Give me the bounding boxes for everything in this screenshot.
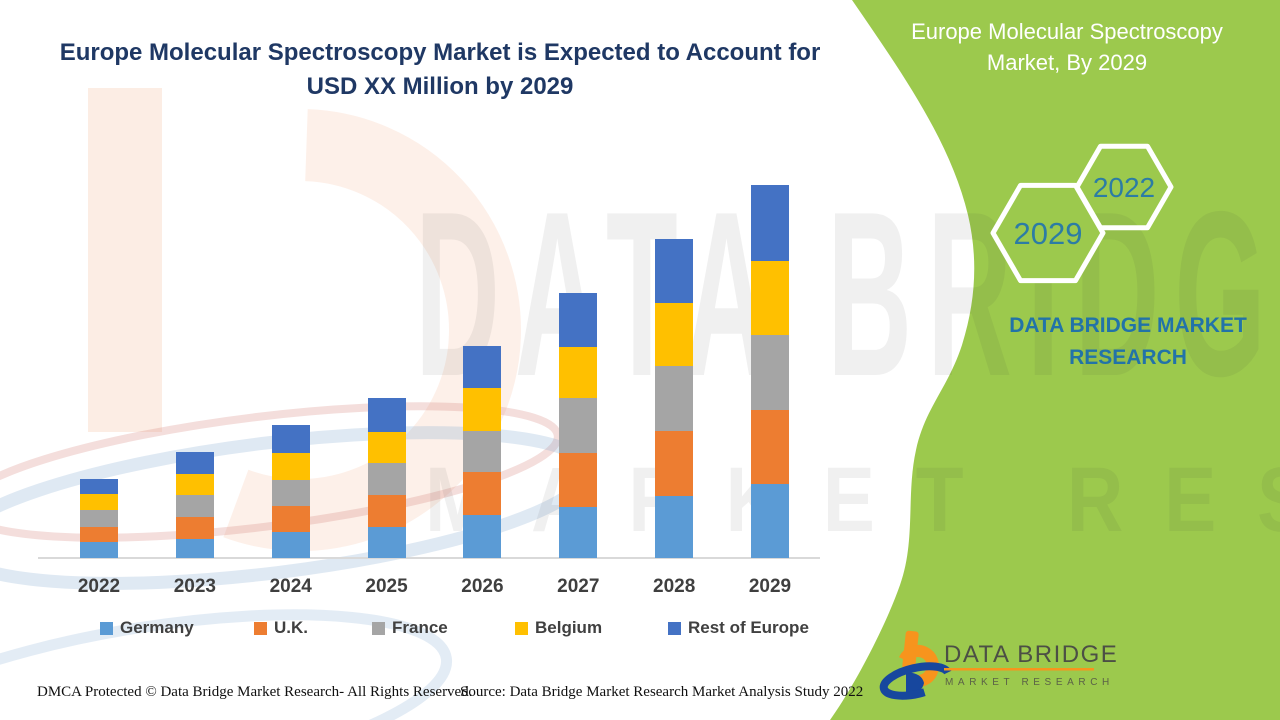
- chart-title-line2: USD XX Million by 2029: [306, 73, 574, 100]
- bar-segment-rest-of-europe-2023: [175, 452, 214, 474]
- bar-segment-belgium-2022: [80, 494, 118, 510]
- logo-tagline-text: MARKET RESEARCH: [945, 677, 1114, 688]
- bar-segment-u-k--2025: [367, 495, 406, 527]
- legend-label: France: [392, 618, 448, 637]
- bar-segment-belgium-2027: [559, 347, 598, 398]
- bar-2025: [367, 398, 406, 558]
- x-axis-label-2025: 2025: [365, 576, 408, 597]
- bar-segment-germany-2025: [367, 527, 406, 558]
- bar-segment-u-k--2028: [655, 431, 694, 496]
- logo-divider-line: [944, 668, 1094, 671]
- year-hexagons: 2022 2029: [990, 143, 1174, 284]
- x-axis-label-2026: 2026: [461, 576, 504, 597]
- legend-item-rest-of-europe: Rest of Europe: [668, 618, 809, 638]
- databridge-logo: DATA BRIDGE MARKET RESEARCH: [879, 630, 1118, 700]
- x-axis-line: [38, 557, 820, 559]
- x-axis-label-2028: 2028: [653, 576, 696, 597]
- bar-segment-u-k--2022: [80, 527, 118, 542]
- bar-segment-germany-2029: [750, 484, 789, 558]
- bar-segment-germany-2023: [175, 539, 214, 558]
- bar-2029: [750, 185, 789, 558]
- hexagon-2029: [990, 182, 1106, 284]
- legend-label: Germany: [120, 618, 194, 637]
- bar-segment-u-k--2026: [463, 472, 502, 515]
- bar-segment-u-k--2023: [175, 517, 214, 539]
- bar-segment-u-k--2024: [271, 506, 310, 532]
- bar-segment-belgium-2029: [750, 261, 789, 335]
- legend-item-france: France: [372, 618, 448, 638]
- legend-swatch-icon: [515, 621, 528, 635]
- bar-segment-france-2023: [175, 495, 214, 517]
- bar-segment-belgium-2026: [463, 388, 502, 431]
- legend-label: Rest of Europe: [688, 618, 809, 637]
- bar-segment-france-2029: [750, 335, 789, 410]
- bar-segment-germany-2024: [271, 532, 310, 558]
- bar-2023: [175, 452, 214, 558]
- bar-segment-france-2022: [80, 510, 118, 527]
- bar-2026: [463, 346, 502, 558]
- legend-item-germany: Germany: [100, 618, 194, 638]
- bar-segment-rest-of-europe-2029: [750, 185, 789, 261]
- bar-segment-belgium-2028: [655, 303, 694, 366]
- bar-segment-germany-2026: [463, 515, 502, 558]
- hexagon-2022-label: 2022: [1093, 172, 1155, 203]
- bar-segment-rest-of-europe-2027: [559, 293, 598, 347]
- footer-source-note: Source: Data Bridge Market Research Mark…: [460, 684, 864, 700]
- logo-name-text: DATA BRIDGE: [944, 641, 1118, 668]
- legend-label: U.K.: [274, 618, 308, 637]
- bar-segment-rest-of-europe-2028: [655, 239, 694, 303]
- legend-swatch-icon: [254, 621, 267, 635]
- bar-segment-belgium-2025: [367, 432, 406, 463]
- legend-item-belgium: Belgium: [515, 618, 602, 638]
- bar-segment-france-2026: [463, 431, 502, 472]
- side-panel-title: Europe Molecular Spectroscopy Market, By…: [911, 19, 1223, 75]
- bar-segment-germany-2028: [655, 496, 694, 558]
- legend-swatch-icon: [668, 621, 681, 635]
- bar-segment-rest-of-europe-2026: [463, 346, 502, 388]
- legend-item-u-k-: U.K.: [254, 618, 308, 638]
- chart-title: Europe Molecular Spectroscopy Market is …: [40, 36, 840, 104]
- bar-segment-rest-of-europe-2022: [80, 479, 118, 494]
- bar-2022: [80, 479, 118, 558]
- footer-dmca-notice: DMCA Protected © Data Bridge Market Rese…: [37, 684, 473, 700]
- bar-segment-france-2025: [367, 463, 406, 495]
- bar-segment-u-k--2029: [750, 410, 789, 484]
- bar-segment-rest-of-europe-2025: [367, 398, 406, 432]
- bar-segment-u-k--2027: [559, 453, 598, 507]
- legend-swatch-icon: [372, 621, 385, 635]
- bar-segment-france-2027: [559, 398, 598, 453]
- side-panel-brand-caption: DATA BRIDGE MARKET RESEARCH: [1009, 314, 1247, 369]
- bar-segment-germany-2022: [80, 542, 118, 558]
- legend-label: Belgium: [535, 618, 603, 637]
- legend-swatch-icon: [100, 621, 113, 635]
- bar-2024: [271, 425, 310, 558]
- bar-2028: [655, 239, 694, 558]
- x-axis-label-2027: 2027: [557, 576, 600, 597]
- x-axis-label-2024: 2024: [269, 576, 312, 597]
- x-axis-label-2023: 2023: [173, 576, 216, 597]
- bar-segment-france-2028: [655, 366, 694, 431]
- logo-swoosh: [879, 662, 953, 700]
- hexagon-2029-label: 2029: [1014, 216, 1083, 251]
- chart-title-line1: Europe Molecular Spectroscopy Market is …: [59, 39, 821, 66]
- x-axis-label-2022: 2022: [77, 576, 121, 597]
- x-axis-label-2029: 2029: [748, 576, 792, 597]
- bar-segment-france-2024: [271, 480, 310, 506]
- bar-segment-belgium-2023: [175, 474, 214, 495]
- bar-segment-belgium-2024: [271, 453, 310, 480]
- bar-2027: [559, 293, 598, 558]
- logo-d-shape: [906, 672, 924, 694]
- bar-segment-germany-2027: [559, 507, 598, 558]
- logo-b-bowl: [897, 645, 939, 687]
- bar-segment-rest-of-europe-2024: [271, 425, 310, 453]
